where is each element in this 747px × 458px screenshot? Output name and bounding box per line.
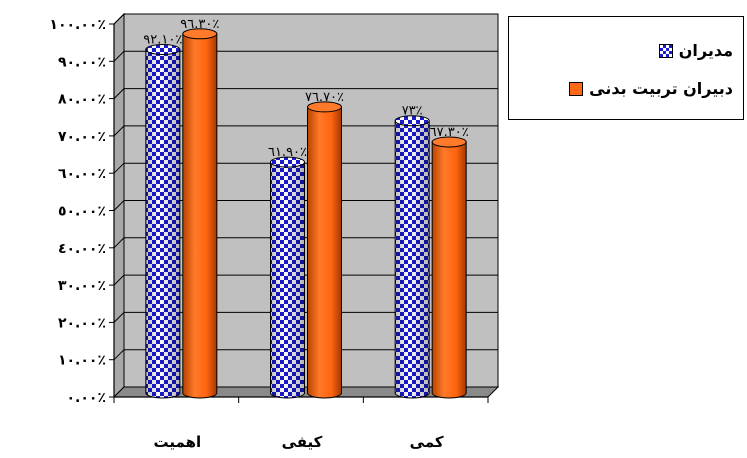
bar-top xyxy=(182,28,218,40)
gridline xyxy=(113,125,498,137)
bar xyxy=(307,101,342,399)
bar-top xyxy=(307,101,342,113)
legend-label: دبیران تربیت بدنی xyxy=(589,79,733,98)
bar-top xyxy=(145,43,181,55)
gridline xyxy=(113,311,498,323)
legend: مدیران دبیران تربیت بدنی xyxy=(508,16,744,120)
bar-shade xyxy=(270,162,305,398)
bar xyxy=(145,43,181,399)
gridline xyxy=(113,13,498,25)
bar xyxy=(270,156,305,399)
y-tick-label: ٨٠.٠٠٪ xyxy=(58,92,106,108)
y-tick-label: ٩٠.٠٠٪ xyxy=(58,54,106,70)
data-label: ٩٦.٣٠٪ xyxy=(180,17,219,32)
x-tick-label: اهمیت xyxy=(154,433,202,451)
gridline xyxy=(113,200,498,211)
y-tick-label: ٧٠.٠٠٪ xyxy=(58,129,106,145)
y-tick-label: ١٠.٠٠٪ xyxy=(58,353,106,369)
y-tick-label: ١٠٠.٠٠٪ xyxy=(49,17,106,33)
bar xyxy=(431,136,467,399)
x-tick-label: کمی xyxy=(410,433,444,451)
y-tick-label: ٣٠.٠٠٪ xyxy=(58,278,106,294)
legend-swatch-checker xyxy=(658,43,673,58)
bar-shade xyxy=(145,49,180,398)
data-label: ٧٦.٧٠٪ xyxy=(305,90,344,105)
gridline xyxy=(113,88,498,99)
legend-item-series-1: مدیران xyxy=(658,41,733,60)
gridline xyxy=(113,237,498,249)
gridline xyxy=(113,162,498,174)
y-tick-label: ٤٠.٠٠٪ xyxy=(58,241,106,257)
bar-top xyxy=(270,156,305,168)
bar xyxy=(394,115,430,399)
data-label: ٦١.٩٠٪ xyxy=(268,145,307,160)
data-label: ٩٢.١٠٪ xyxy=(143,32,182,47)
y-tick-label: ٥٠.٠٠٪ xyxy=(58,204,106,220)
bar-top xyxy=(431,136,467,148)
gridline xyxy=(113,349,498,361)
y-tick-label: ٦٠.٠٠٪ xyxy=(58,166,106,182)
x-tick-label: کیفی xyxy=(282,433,323,451)
gridline xyxy=(113,274,498,286)
gridline xyxy=(113,50,498,62)
data-label: ٦٧.٣٠٪ xyxy=(430,125,469,140)
bar-shade xyxy=(395,120,430,399)
data-label: ٧٣٪ xyxy=(402,104,423,119)
y-tick-label: ٠.٠٠٪ xyxy=(67,390,107,406)
bar-body xyxy=(307,106,342,399)
legend-swatch-orange xyxy=(569,81,584,96)
bar-body xyxy=(431,141,467,399)
bar xyxy=(182,28,218,399)
bar-top xyxy=(394,115,430,127)
legend-label: مدیران xyxy=(678,41,733,60)
legend-item-series-2: دبیران تربیت بدنی xyxy=(569,79,733,98)
y-tick-label: ٢٠.٠٠٪ xyxy=(58,315,106,331)
bar-body xyxy=(182,33,218,399)
